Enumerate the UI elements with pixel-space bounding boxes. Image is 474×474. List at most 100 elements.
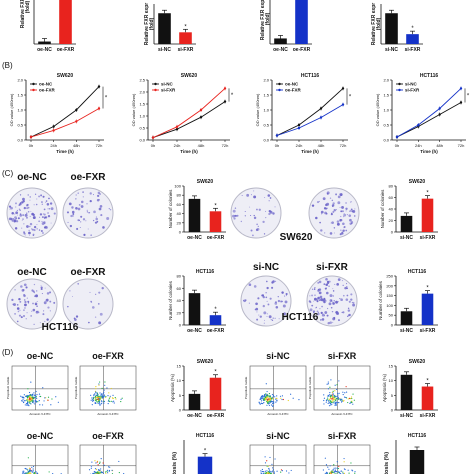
flow-frame bbox=[249, 444, 307, 474]
colony bbox=[258, 314, 260, 316]
colony bbox=[43, 301, 47, 305]
event-dot bbox=[27, 396, 29, 398]
series-line-oe-FXR bbox=[276, 104, 344, 136]
event-dot bbox=[326, 397, 329, 399]
event-dot bbox=[347, 469, 349, 471]
colony bbox=[244, 211, 246, 213]
event-dot bbox=[347, 401, 349, 404]
colony bbox=[343, 227, 345, 229]
colony bbox=[29, 222, 33, 226]
colony bbox=[332, 288, 334, 290]
colony bbox=[341, 210, 344, 213]
y-tick-label: 0 bbox=[179, 323, 182, 328]
colony bbox=[26, 207, 28, 209]
colony bbox=[266, 315, 268, 317]
event-dot bbox=[332, 390, 334, 392]
colony bbox=[27, 211, 30, 213]
event-dot bbox=[287, 399, 289, 402]
colony bbox=[331, 212, 333, 214]
line-chart-b2: 0.0 0.5 1.0 1.5 2.0 2.5 0h 24h 48h 72h si-NCsi-FXR… bbox=[131, 73, 234, 154]
colony bbox=[354, 215, 356, 217]
x-category-label: si-FXR bbox=[405, 47, 421, 53]
event-dot bbox=[329, 393, 331, 396]
event-dot bbox=[27, 388, 29, 390]
x-axis-label: Time (h) bbox=[180, 149, 198, 154]
event-dot bbox=[28, 391, 31, 394]
event-dot bbox=[335, 395, 337, 397]
event-dot bbox=[99, 471, 101, 473]
colony bbox=[341, 232, 344, 235]
event-dot bbox=[98, 395, 100, 397]
colony bbox=[49, 310, 51, 312]
event-dot bbox=[110, 400, 112, 402]
colony bbox=[346, 294, 349, 297]
event-dot bbox=[350, 397, 352, 400]
event-dot bbox=[24, 472, 26, 474]
x-tick-label: 72h bbox=[458, 143, 465, 148]
colony bbox=[69, 290, 71, 292]
legend-marker bbox=[154, 82, 157, 86]
y-axis-label-unit: (fold) bbox=[376, 17, 382, 30]
legend-marker bbox=[32, 88, 35, 92]
colony bbox=[99, 205, 103, 208]
event-dot bbox=[23, 470, 25, 472]
y-tick-label: 80 bbox=[177, 193, 182, 198]
bar-chart-d2: 0 5 10 15 si-NC * si-FXR SW620 Apoptosis (%) bbox=[382, 359, 438, 419]
colony-dish-oe-fxr-hct116 bbox=[62, 278, 114, 330]
colony bbox=[14, 213, 16, 215]
colony bbox=[33, 204, 35, 206]
event-dot bbox=[336, 461, 338, 463]
colony bbox=[68, 202, 72, 206]
colony bbox=[317, 289, 320, 292]
colony bbox=[35, 294, 38, 298]
event-dot bbox=[99, 461, 101, 463]
colony bbox=[263, 319, 265, 321]
y-tick-label: 50 bbox=[389, 313, 394, 318]
dish-group-label: oe-NC bbox=[17, 172, 46, 183]
event-dot bbox=[30, 381, 32, 383]
event-dot bbox=[339, 399, 342, 401]
colony bbox=[274, 317, 276, 319]
event-dot bbox=[47, 396, 50, 398]
event-dot bbox=[33, 471, 36, 474]
event-dot bbox=[345, 386, 347, 388]
colony bbox=[341, 205, 344, 209]
colony bbox=[67, 221, 69, 224]
bar-c2-1 bbox=[421, 198, 434, 232]
y-axis-label: Relative FXR expr bbox=[260, 0, 266, 40]
event-dot bbox=[323, 394, 325, 396]
event-dot bbox=[95, 462, 97, 464]
colony bbox=[315, 306, 318, 308]
event-dot bbox=[107, 400, 110, 402]
colony bbox=[40, 286, 43, 289]
event-dot bbox=[110, 387, 112, 390]
y-axis-label: Apoptosis (%) bbox=[382, 373, 387, 402]
colony bbox=[253, 195, 257, 199]
colony bbox=[256, 223, 258, 226]
dish-group-label: oe-FXR bbox=[71, 172, 107, 183]
event-dot bbox=[107, 395, 109, 397]
event-dot bbox=[262, 399, 265, 402]
colony bbox=[29, 215, 31, 217]
event-dot bbox=[269, 397, 271, 399]
event-dot bbox=[106, 469, 109, 471]
event-dot bbox=[104, 381, 106, 383]
y-tick-label: 0.0 bbox=[139, 138, 145, 143]
y-axis-label: Apoptosis (%) bbox=[170, 373, 175, 402]
colony bbox=[312, 312, 315, 314]
cell-line-label: SW620 bbox=[280, 232, 313, 243]
colony bbox=[32, 302, 34, 305]
bar-chart-c2: 0 20 40 60 80 si-NC * si-FXR SW620 Number of colo… bbox=[380, 179, 438, 241]
flow-plot-oe-fxr bbox=[79, 444, 137, 474]
y-axis-label: Number of colonies bbox=[168, 189, 173, 229]
y-tick-label: 60 bbox=[177, 202, 182, 207]
colony bbox=[100, 214, 103, 217]
y-tick-label: 20 bbox=[177, 310, 182, 315]
colony bbox=[277, 295, 279, 298]
legend-marker bbox=[398, 88, 401, 92]
event-dot bbox=[30, 403, 32, 405]
significance-star: * bbox=[214, 203, 217, 209]
colony bbox=[275, 280, 277, 282]
event-dot bbox=[91, 397, 93, 399]
y-tick-label: 2.0 bbox=[17, 78, 23, 83]
